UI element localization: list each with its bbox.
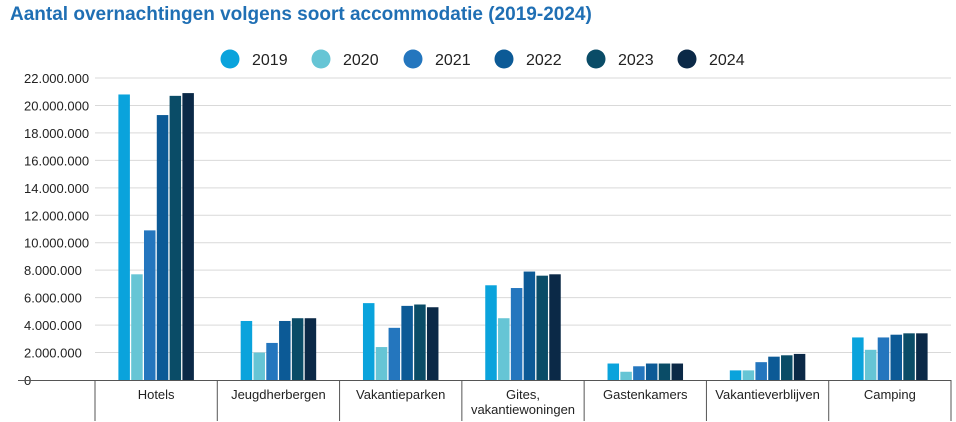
y-tick-label: 12.000.000	[24, 208, 89, 223]
category-label: Gites,	[506, 387, 540, 402]
bar-2019	[729, 370, 742, 380]
bar-2021	[877, 337, 890, 380]
bar-2021	[143, 230, 156, 380]
category-label: Jeugdherbergen	[231, 387, 326, 402]
bar-2023	[169, 95, 182, 380]
legend-label: 2019	[252, 52, 288, 69]
bar-2024	[671, 363, 684, 380]
legend-label: 2023	[618, 52, 654, 69]
bar-2022	[645, 363, 658, 380]
bar-2022	[523, 271, 536, 380]
bar-2021	[388, 327, 401, 380]
y-tick-label: 4.000.000	[24, 318, 82, 333]
legend-marker-2021	[403, 49, 423, 69]
bar-2023	[536, 275, 548, 380]
category-label: Vakantieverblijven	[715, 387, 820, 402]
y-tick-label: 2.000.000	[24, 346, 82, 361]
bar-2019	[852, 337, 864, 380]
legend-marker-2019	[220, 49, 240, 69]
bar-2020	[742, 370, 755, 380]
bar-2024	[304, 318, 317, 380]
bar-2020	[620, 371, 632, 380]
bar-2022	[279, 320, 291, 380]
category-label: Camping	[864, 387, 916, 402]
legend-label: 2024	[709, 52, 745, 69]
bar-2020	[253, 352, 265, 380]
bar-2023	[903, 333, 915, 380]
bar-2019	[118, 94, 130, 381]
bar-2020	[864, 349, 877, 380]
y-tick-label: 16.000.000	[24, 153, 89, 168]
bar-2022	[768, 356, 780, 380]
bar-2023	[414, 304, 426, 380]
legend-label: 2020	[343, 52, 379, 69]
y-tick-label: 8.000.000	[24, 263, 82, 278]
bar-2024	[793, 353, 806, 380]
category-label: Vakantieparken	[356, 387, 445, 402]
bar-2024	[916, 333, 928, 380]
bar-2020	[131, 274, 143, 380]
bar-2024	[426, 307, 439, 380]
legend-label: 2021	[435, 52, 471, 69]
bar-2023	[291, 318, 304, 380]
bar-2020	[498, 318, 510, 380]
y-tick-label: 18.000.000	[24, 126, 89, 141]
legend-label: 2022	[526, 52, 562, 69]
bar-2019	[362, 303, 375, 380]
bar-2021	[510, 288, 523, 380]
bar-2022	[156, 115, 169, 381]
y-tick-label: 14.000.000	[24, 181, 89, 196]
category-label: vakantiewoningen	[471, 402, 575, 417]
bar-2019	[485, 285, 497, 380]
bar-2019	[240, 320, 253, 380]
y-tick-label: 20.000.000	[24, 98, 89, 113]
y-tick-label: 6.000.000	[24, 291, 82, 306]
bar-2020	[375, 347, 388, 380]
bar-2022	[401, 305, 413, 380]
category-label: Gastenkamers	[603, 387, 688, 402]
category-label: Hotels	[138, 387, 175, 402]
chart-title: Aantal overnachtingen volgens soort acco…	[10, 4, 592, 25]
legend-marker-2023	[586, 49, 606, 69]
bar-2023	[658, 363, 671, 380]
y-tick-label: 22.000.000	[24, 71, 89, 86]
bar-2021	[266, 342, 278, 380]
bar-2019	[607, 363, 620, 380]
bar-2023	[781, 355, 793, 380]
bar-2022	[890, 334, 903, 380]
legend-marker-2020	[311, 49, 331, 69]
y-tick-label: 10.000.000	[24, 236, 89, 251]
bar-2021	[755, 362, 767, 380]
legend-marker-2022	[494, 49, 514, 69]
bar-2024	[182, 93, 194, 380]
legend-marker-2024	[677, 49, 697, 69]
bar-2024	[549, 274, 561, 380]
bar-2021	[633, 366, 645, 380]
